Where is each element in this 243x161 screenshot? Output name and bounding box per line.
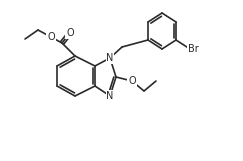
Text: Br: Br: [188, 44, 198, 54]
Text: N: N: [106, 91, 114, 101]
Text: O: O: [47, 32, 55, 42]
Text: O: O: [128, 76, 136, 86]
Text: O: O: [66, 28, 74, 38]
Text: N: N: [106, 53, 114, 63]
